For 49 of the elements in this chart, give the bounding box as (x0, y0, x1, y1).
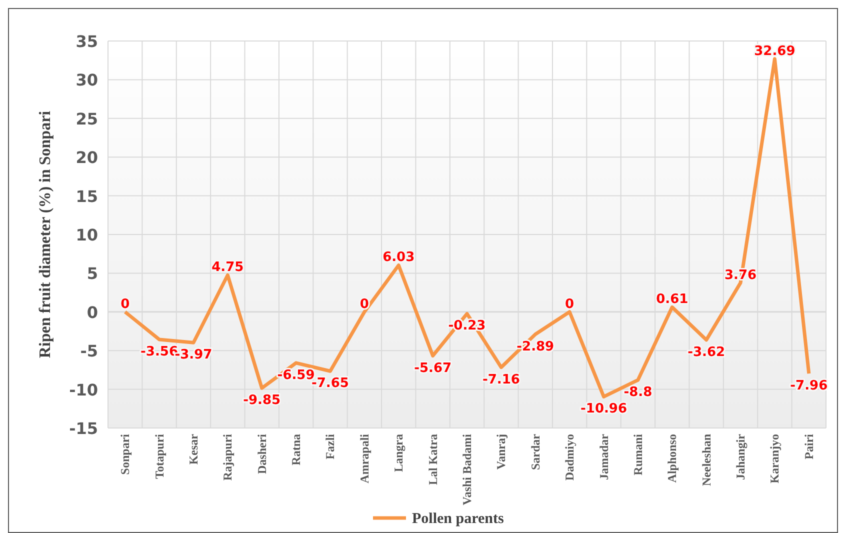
data-label: 6.03 (382, 250, 415, 266)
y-tick-label: -15 (69, 419, 98, 438)
x-tick-label: Jamadar (596, 433, 611, 480)
x-tick-label: Pairi (802, 433, 816, 460)
y-tick-label: 35 (76, 32, 98, 51)
x-tick-label: Fazli (323, 433, 338, 460)
x-tick-label: Dasheri (254, 433, 269, 474)
x-tick-label: Lal Katra (426, 434, 440, 485)
data-label: -7.16 (482, 372, 520, 388)
data-label: -3.62 (688, 344, 726, 360)
data-label: -7.96 (790, 378, 828, 394)
x-tick-label: Kesar (186, 433, 200, 465)
data-label: 0 (360, 296, 369, 312)
x-tick-label: Karanjyo (768, 434, 782, 484)
x-tick-label: Rumani (630, 433, 645, 476)
x-tick-label: Dadmiyo (562, 434, 577, 481)
x-tick-label: Jahangir (734, 433, 748, 480)
x-tick-label: Sardar (528, 433, 542, 470)
x-tick-label: Neeleshan (699, 434, 714, 486)
x-tick-label: Vashi Badami (460, 433, 474, 506)
x-tick-label: Vanraj (494, 434, 508, 470)
data-label: -8.8 (624, 385, 652, 400)
data-label: -9.85 (243, 393, 281, 408)
y-tick-label: 25 (76, 109, 98, 128)
y-tick-label: 0 (86, 302, 98, 322)
legend-label: Pollen parents (412, 511, 504, 527)
data-label: 0 (565, 296, 574, 312)
x-tick-label: Rajapuri (220, 433, 235, 481)
y-axis-title: Ripen fruit diameter (%) in Sonpari (37, 110, 54, 358)
y-tick-label: 15 (76, 186, 98, 206)
data-label: 0 (120, 296, 130, 312)
x-tick-label: Alphonso (665, 434, 680, 483)
data-label: -5.67 (414, 360, 452, 376)
x-tick-label: Sonpari (118, 433, 132, 475)
y-tick-label: 10 (76, 226, 98, 244)
y-tick-label: 20 (76, 148, 98, 168)
x-tick-label: Amrapali (357, 433, 372, 484)
y-tick-label: 30 (76, 70, 98, 90)
data-label: 4.75 (212, 260, 244, 276)
data-label: 0.61 (656, 292, 688, 308)
y-tick-label: -5 (80, 342, 98, 361)
data-label: -6.59 (277, 368, 315, 383)
x-tick-label: Ratna (289, 434, 304, 466)
x-tick-label: Langra (392, 434, 406, 472)
y-tick-label: 5 (86, 264, 98, 284)
y-tick-label: -10 (69, 380, 98, 400)
x-tick-label: Totapuri (152, 433, 166, 479)
data-label: 32.69 (754, 44, 796, 59)
data-label: -10.96 (580, 402, 628, 417)
